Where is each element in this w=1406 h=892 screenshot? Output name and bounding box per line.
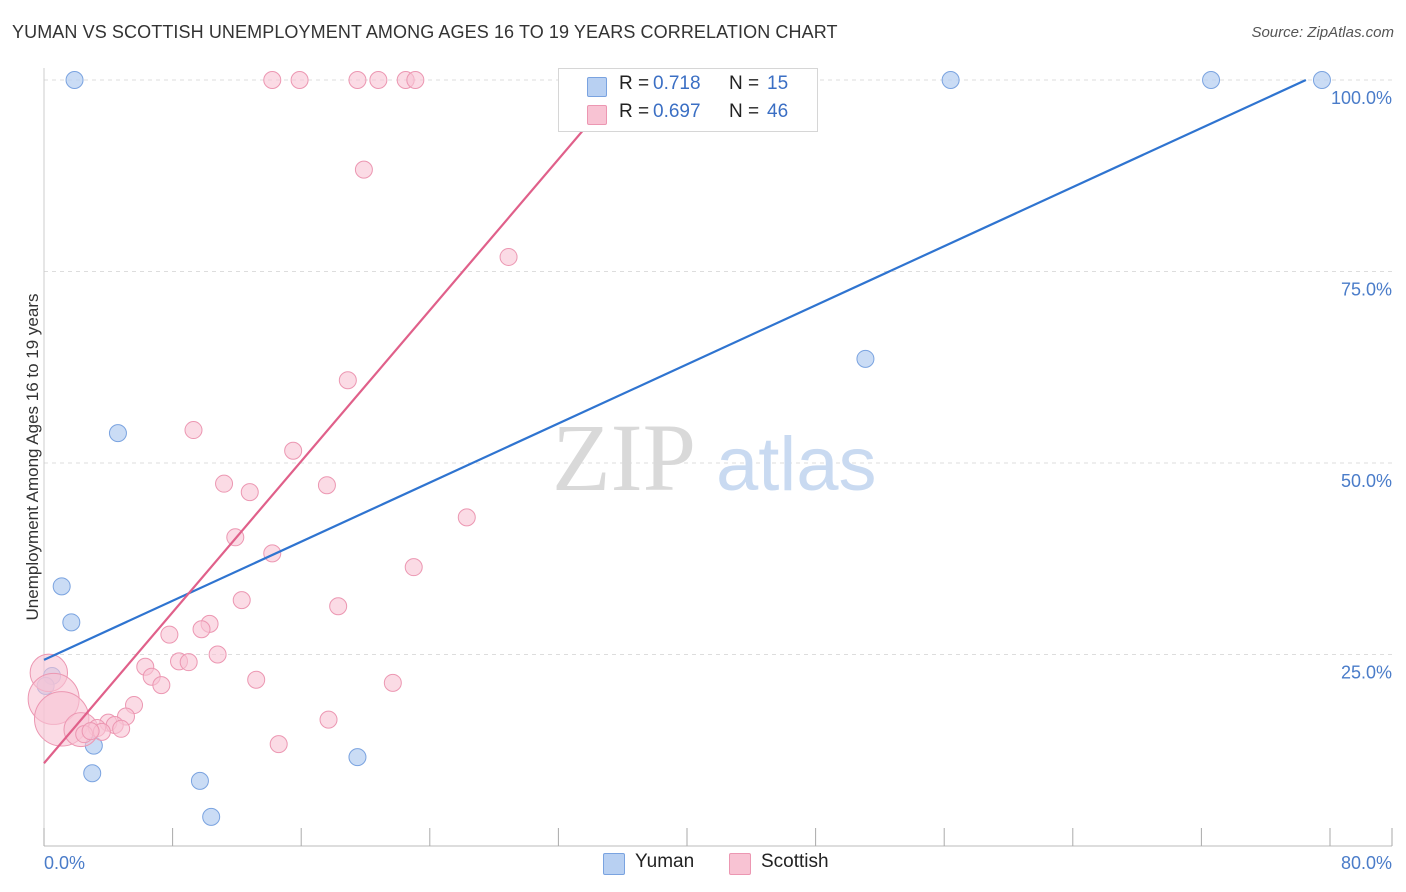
source-label: Source: ZipAtlas.com (1251, 24, 1394, 41)
scottish-point (383, 673, 402, 692)
scottish-point (263, 71, 282, 89)
scottish-point (215, 474, 234, 493)
yuman-point (856, 349, 875, 368)
y-axis-label: Unemployment Among Ages 16 to 19 years (23, 294, 42, 621)
legend-n-label: N = (729, 73, 760, 94)
scottish-point (269, 735, 288, 754)
chart-title: YUMAN VS SCOTTISH UNEMPLOYMENT AMONG AGE… (12, 22, 838, 42)
yuman-point (1202, 71, 1221, 89)
legend-r-label: R = (619, 73, 650, 94)
scottish-point (152, 676, 171, 695)
scottish-point (404, 558, 423, 577)
scottish-point (354, 160, 373, 179)
scottish-point (240, 483, 259, 502)
series-scottish-points (27, 71, 518, 754)
scottish-point (208, 645, 227, 664)
legend: R = 0.718 N = 15 R = 0.697 N = 46 (558, 68, 818, 132)
yuman-point (108, 424, 127, 443)
y-tick-label: 50.0% (1341, 471, 1392, 491)
scottish-point (284, 441, 303, 460)
yuman-point (348, 748, 367, 767)
scottish-swatch (729, 853, 751, 875)
yuman-point (1312, 71, 1331, 89)
yuman-trendline (43, 79, 1307, 661)
scottish-point (499, 247, 518, 266)
scottish-point (406, 71, 425, 89)
scottish-point (232, 591, 251, 610)
scottish-point (369, 71, 388, 89)
yuman-point (941, 71, 960, 89)
gridlines (44, 79, 1392, 655)
scottish-swatch (587, 105, 607, 125)
bottom-legend-scottish-label: Scottish (761, 851, 829, 872)
scottish-trendline (43, 79, 627, 764)
yuman-point (202, 807, 221, 826)
yuman-point (65, 71, 84, 89)
scottish-point (348, 71, 367, 89)
yuman-swatch (603, 853, 625, 875)
x-tick-labels: 0.0% 80.0% (44, 853, 1392, 873)
scottish-point (317, 476, 336, 495)
scottish-point (179, 653, 198, 672)
watermark: ZIP atlas (552, 404, 877, 511)
yuman-swatch (587, 77, 607, 97)
scottish-point (112, 719, 131, 738)
scottish-point (81, 722, 100, 741)
trendlines (43, 79, 1307, 764)
x-tick-label: 80.0% (1341, 853, 1392, 873)
watermark-atlas: atlas (716, 422, 877, 507)
scottish-point (192, 620, 211, 639)
yuman-point (52, 577, 71, 596)
scottish-point (247, 670, 266, 689)
y-tick-labels: 25.0% 50.0% 75.0% 100.0% (1331, 88, 1392, 683)
y-tick-label: 100.0% (1331, 88, 1392, 108)
bottom-legend-yuman-label: Yuman (635, 851, 695, 872)
y-tick-label: 25.0% (1341, 663, 1392, 683)
legend-r-label: R = (619, 101, 650, 122)
legend-r-value: 0.718 (653, 73, 701, 94)
scottish-point (290, 71, 309, 89)
y-tick-label: 75.0% (1341, 280, 1392, 300)
legend-r-value: 0.697 (653, 101, 701, 122)
scottish-point (329, 597, 348, 616)
legend-n-value: 15 (767, 73, 789, 94)
scottish-point (184, 421, 203, 440)
scottish-point (338, 371, 357, 390)
watermark-zip: ZIP (552, 404, 696, 511)
scottish-point (160, 625, 179, 644)
scottish-point (457, 508, 476, 527)
yuman-point (62, 613, 81, 632)
scottish-point (319, 710, 338, 729)
x-tick-label: 0.0% (44, 853, 85, 873)
legend-n-label: N = (729, 101, 760, 122)
legend-n-value: 46 (767, 101, 789, 122)
yuman-point (190, 771, 209, 790)
yuman-point (83, 764, 102, 783)
